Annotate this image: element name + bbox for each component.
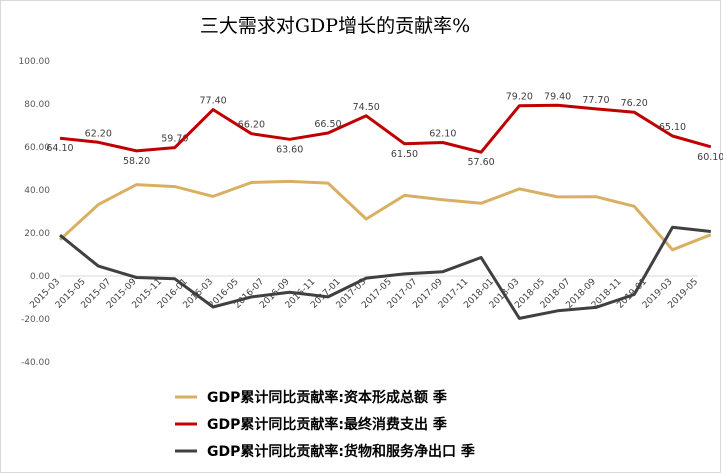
data-label: 79.40 — [544, 91, 571, 102]
data-label: 79.20 — [506, 92, 533, 103]
data-label: 62.20 — [85, 128, 112, 139]
data-label: 65.10 — [659, 122, 686, 133]
y-axis: 100.00 80.00 60.00 40.00 20.00 0.00 -20.00 -40.… — [19, 57, 51, 368]
data-label: 59.70 — [161, 134, 188, 145]
data-label: 66.50 — [314, 119, 341, 130]
y-tick-label: -20.00 — [21, 315, 50, 325]
data-label: 77.70 — [582, 95, 609, 106]
data-label: 63.60 — [276, 144, 303, 155]
data-label: 62.10 — [429, 128, 456, 139]
data-label: 60.10 — [697, 152, 723, 163]
data-label: 57.60 — [467, 157, 494, 168]
data-label: 76.20 — [621, 98, 648, 109]
data-label: 58.20 — [123, 156, 150, 167]
data-label: 64.10 — [46, 143, 73, 154]
data-labels: 64.10 62.20 58.20 59.70 77.40 66.20 63.60 66.50… — [46, 91, 723, 168]
data-label: 61.50 — [391, 149, 418, 160]
y-tick-label: 100.00 — [19, 57, 51, 67]
series-line-1 — [58, 179, 712, 252]
chart-title: 三大需求对GDP增长的贡献率% — [200, 15, 470, 37]
y-tick-label: -40.00 — [21, 358, 50, 368]
series-line-3 — [59, 225, 711, 320]
series-layer — [58, 103, 712, 320]
y-tick-label: 0.00 — [30, 272, 50, 282]
data-label: 66.20 — [238, 120, 265, 131]
legend-label-2: GDP累计同比贡献率:最终消费支出 季 — [207, 416, 447, 433]
y-tick-label: 80.00 — [24, 100, 50, 110]
legend-label-1: GDP累计同比贡献率:资本形成总额 季 — [207, 389, 447, 406]
data-label: 77.40 — [200, 96, 227, 107]
legend: GDP累计同比贡献率:资本形成总额 季 GDP累计同比贡献率:最终消费支出 季 GD… — [175, 389, 475, 460]
y-tick-label: 40.00 — [24, 186, 50, 196]
y-tick-label: 60.00 — [24, 143, 50, 153]
data-label: 74.50 — [353, 102, 380, 113]
legend-label-3: GDP累计同比贡献率:货物和服务净出口 季 — [207, 443, 475, 460]
y-tick-label: 20.00 — [24, 229, 50, 239]
series-line-2 — [59, 103, 712, 154]
